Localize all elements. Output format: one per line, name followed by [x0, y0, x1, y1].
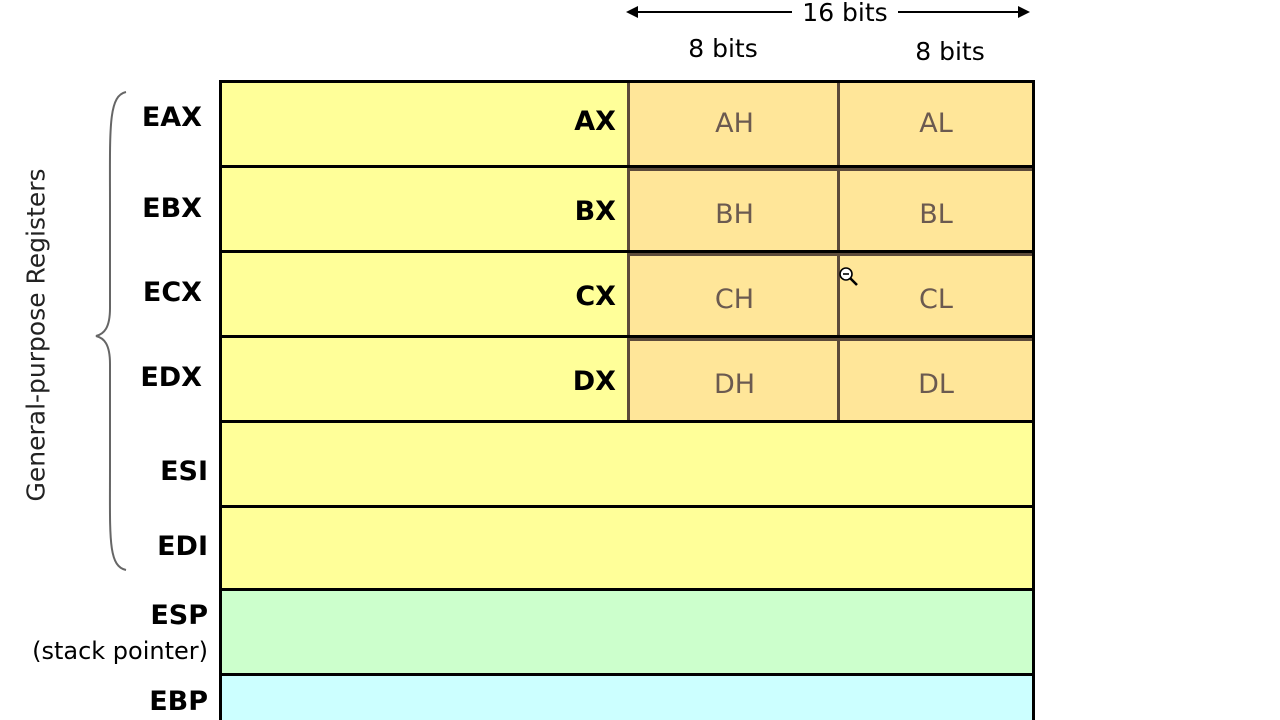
register-low-byte-cl: CL	[837, 253, 1032, 335]
width-8-bits-high-label: 8 bits	[688, 34, 758, 63]
brace-icon	[95, 91, 127, 571]
register-16-label-ax: AX	[574, 106, 616, 137]
register-low-byte-bl: BL	[837, 168, 1032, 250]
register-label-esp: ESP	[150, 600, 208, 631]
register-label-ebx: EBX	[142, 193, 202, 224]
register-high-byte-ah: AH	[627, 83, 839, 165]
register-label-esi: ESI	[160, 456, 208, 487]
register-high-byte-bh: BH	[627, 168, 839, 250]
register-low-byte-al: AL	[837, 83, 1032, 165]
arrowhead-left-icon	[626, 6, 638, 18]
arrowhead-right-icon	[1018, 6, 1030, 18]
general-purpose-registers-label: General-purpose Registers	[21, 168, 51, 502]
width-8-bits-low-label: 8 bits	[915, 37, 985, 66]
register-label-ebp: EBP	[149, 686, 208, 717]
register-row-esi	[219, 420, 1035, 508]
register-high-byte-ch: CH	[627, 253, 839, 335]
register-16-label-cx: CX	[575, 281, 616, 312]
register-label-edx: EDX	[140, 362, 202, 393]
register-note-stack-pointer: (stack pointer)	[32, 637, 208, 665]
register-row-ebp	[219, 673, 1035, 720]
register-16-label-dx: DX	[572, 366, 616, 397]
register-label-eax: EAX	[141, 102, 202, 133]
register-label-ecx: ECX	[142, 277, 202, 308]
register-16-label-bx: BX	[574, 196, 616, 227]
register-row-esp	[219, 588, 1035, 676]
width-arrow-right-line	[898, 11, 1020, 13]
register-high-byte-dh: DH	[627, 338, 839, 420]
register-low-byte-dl: DL	[837, 338, 1032, 420]
width-arrow-left-line	[636, 11, 792, 13]
register-row-edi	[219, 505, 1035, 591]
zoom-out-icon	[839, 267, 858, 286]
width-16-bits-label: 16 bits	[802, 0, 888, 27]
register-label-edi: EDI	[157, 531, 208, 562]
